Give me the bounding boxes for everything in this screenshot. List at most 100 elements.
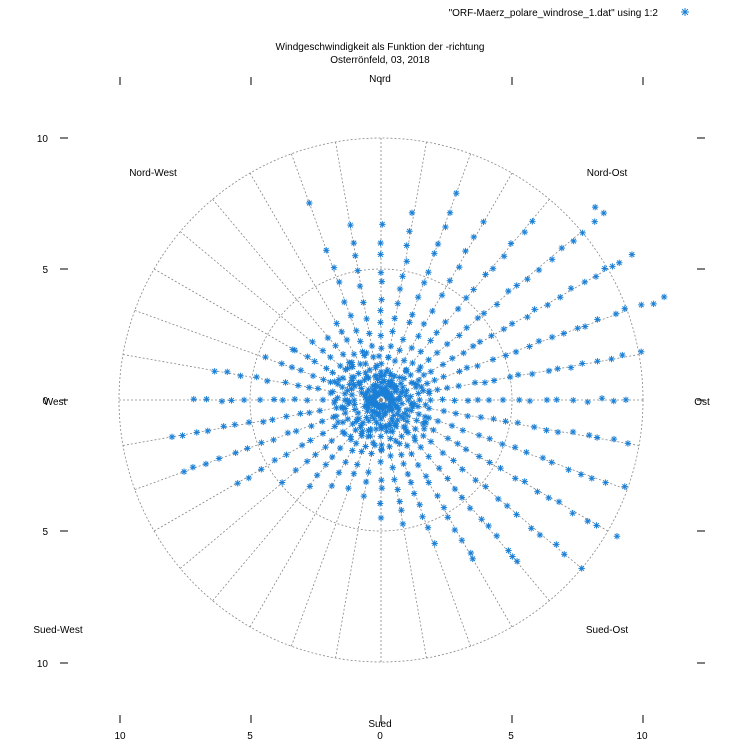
data-point <box>485 396 493 404</box>
direction-label-n: Nord <box>369 74 391 85</box>
data-point <box>377 319 384 326</box>
data-point <box>396 440 403 447</box>
data-point <box>531 423 538 431</box>
data-point <box>372 425 380 433</box>
data-point <box>347 363 355 371</box>
data-point <box>391 315 398 322</box>
data-point <box>490 415 497 423</box>
data-point <box>410 490 418 497</box>
chart-title: Windgeschwindigkeit als Funktion der -ri… <box>276 42 485 53</box>
data-point <box>396 347 403 354</box>
data-point <box>569 428 577 436</box>
data-point <box>311 358 318 365</box>
data-point <box>279 396 286 404</box>
data-point <box>621 483 628 490</box>
data-point <box>591 218 598 225</box>
data-point <box>345 484 352 492</box>
data-point <box>417 348 424 355</box>
data-point <box>377 458 384 465</box>
data-point <box>332 342 339 349</box>
data-point <box>444 435 452 442</box>
data-point <box>486 435 493 442</box>
data-point <box>298 442 306 449</box>
data-point <box>413 417 420 424</box>
data-point <box>422 401 429 409</box>
data-point <box>366 427 374 434</box>
data-point <box>407 393 414 400</box>
data-point <box>366 330 373 337</box>
data-point <box>446 209 454 216</box>
y-tick-label: 10 <box>37 134 49 145</box>
data-point <box>378 278 386 285</box>
data-point <box>323 365 330 372</box>
data-point <box>330 264 338 271</box>
data-point <box>452 410 460 417</box>
data-point <box>526 343 533 350</box>
data-point <box>308 422 315 430</box>
data-point <box>396 374 403 381</box>
data-point <box>503 502 511 510</box>
data-point <box>440 504 448 511</box>
data-point <box>565 466 572 473</box>
data-point <box>264 377 271 385</box>
data-point <box>402 392 409 399</box>
data-point <box>434 386 441 393</box>
data-point <box>622 396 630 404</box>
data-point <box>398 451 405 458</box>
data-point <box>569 510 576 517</box>
data-point <box>365 468 372 476</box>
data-point <box>460 349 467 357</box>
data-point <box>427 337 434 344</box>
data-point <box>327 353 334 361</box>
data-point <box>506 373 514 381</box>
data-point <box>524 276 531 283</box>
data-point <box>319 396 327 404</box>
data-point <box>600 209 607 217</box>
data-point <box>394 486 401 493</box>
data-point <box>439 396 446 403</box>
y-tick-label: 5 <box>42 265 48 276</box>
data-point <box>502 352 509 359</box>
polar-grid <box>118 137 644 663</box>
data-point <box>529 218 536 225</box>
data-point <box>444 384 451 392</box>
data-point <box>362 443 369 450</box>
data-point <box>574 325 581 332</box>
data-point <box>215 455 223 462</box>
direction-label-sw: Sued-West <box>33 625 83 636</box>
data-point <box>523 449 530 456</box>
data-point <box>463 364 471 371</box>
data-point <box>420 371 428 379</box>
x-axis-labels: 10 5 0 5 10 <box>114 731 648 742</box>
data-point <box>514 419 521 426</box>
data-point <box>384 366 391 374</box>
data-point <box>584 517 591 525</box>
grid-spoke-160 <box>380 399 471 647</box>
data-point <box>451 485 459 493</box>
data-point <box>478 516 485 523</box>
data-point <box>350 351 358 358</box>
data-point <box>416 396 423 404</box>
data-point <box>567 364 575 371</box>
data-point <box>413 381 421 388</box>
x-tick-label: 10 <box>636 731 648 742</box>
data-point <box>411 433 418 441</box>
data-point <box>610 435 618 443</box>
data-point <box>394 300 401 307</box>
data-point <box>253 373 260 381</box>
data-point <box>356 380 363 388</box>
data-point <box>377 307 384 314</box>
data-point <box>502 418 509 425</box>
data-point <box>440 407 448 415</box>
data-point <box>495 495 502 503</box>
data-point <box>396 498 403 505</box>
data-point <box>489 356 497 363</box>
data-point <box>346 398 353 406</box>
data-point <box>592 273 600 280</box>
data-point <box>475 432 483 439</box>
data-point <box>427 438 435 445</box>
data-point <box>577 471 585 478</box>
data-point <box>406 228 413 235</box>
data-point <box>482 483 489 490</box>
data-point <box>344 387 351 394</box>
